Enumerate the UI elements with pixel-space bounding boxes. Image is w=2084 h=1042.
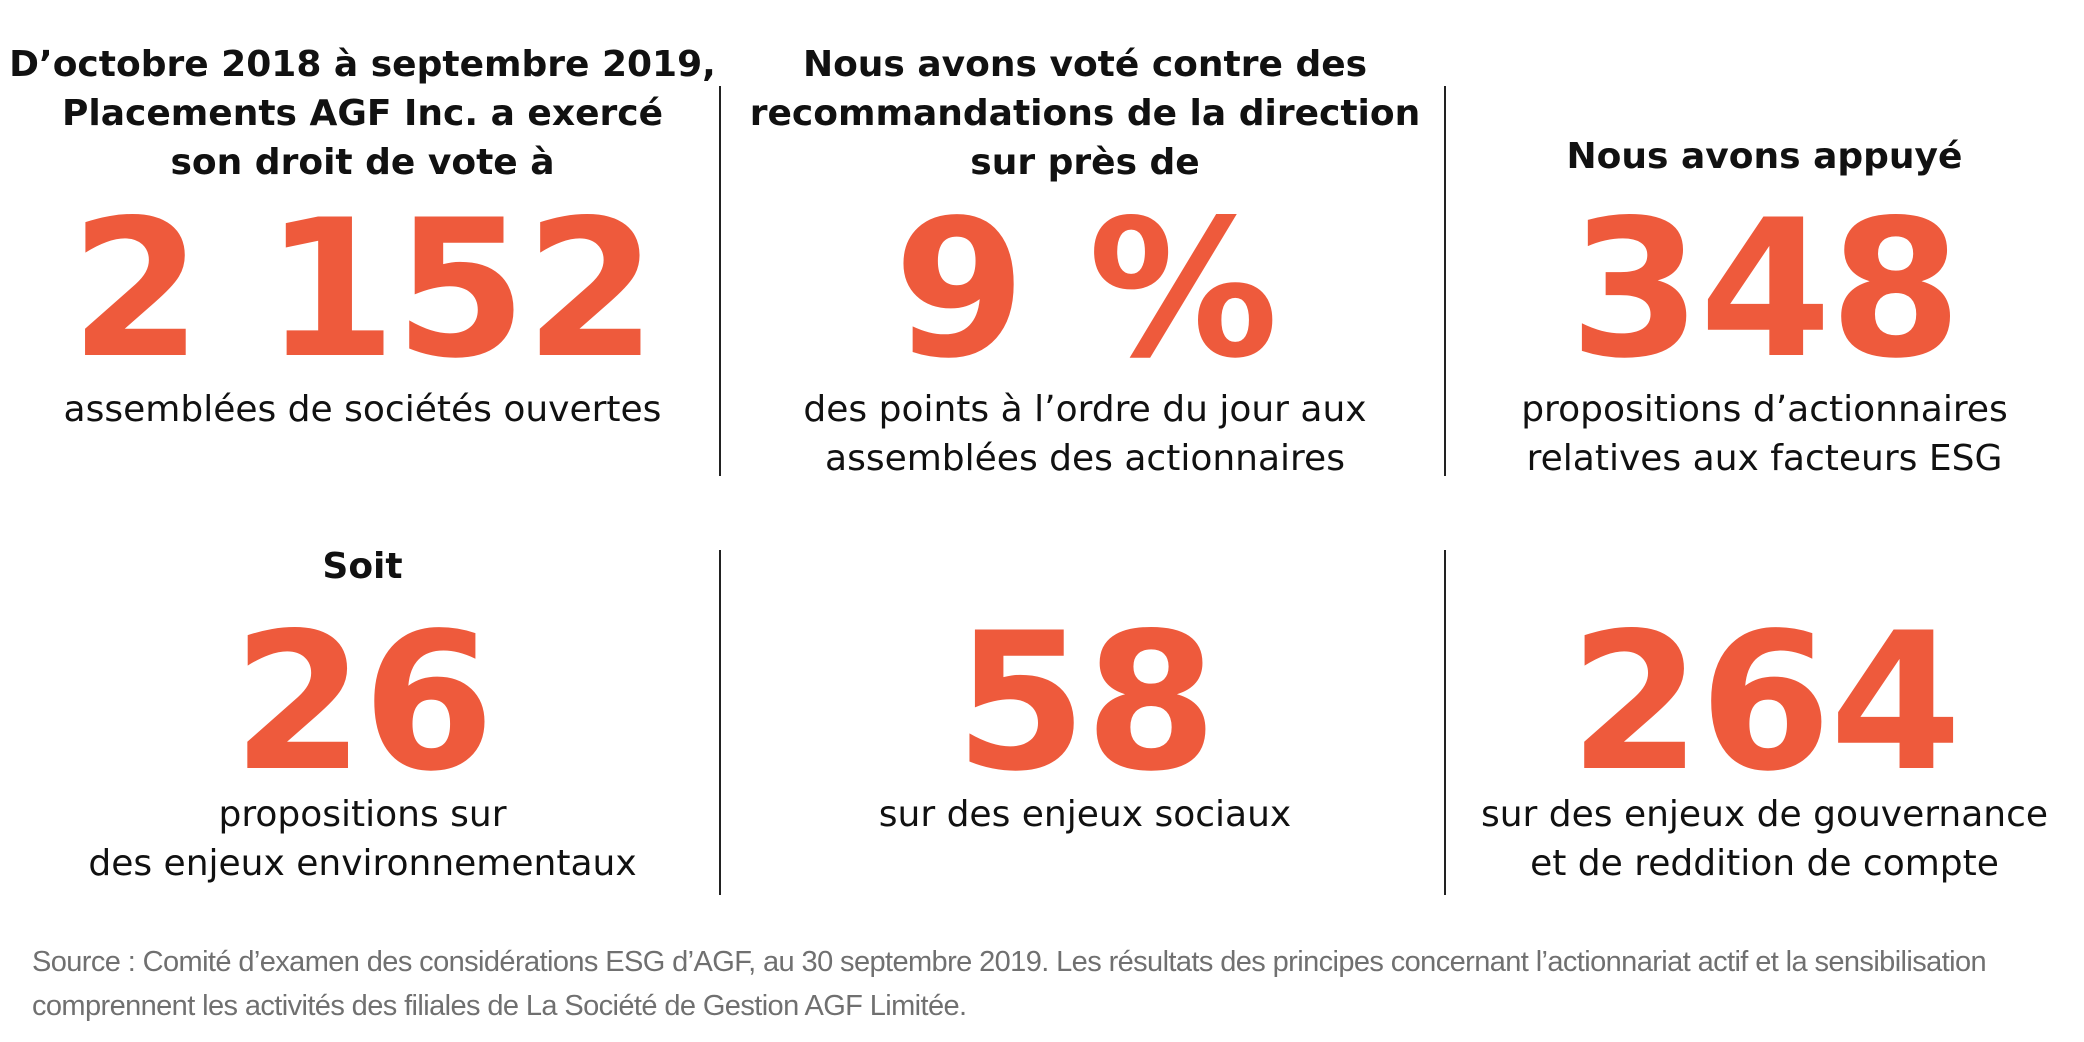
column-divider (719, 550, 721, 895)
stat-lead-text: Nous avons voté contre des recommandatio… (749, 44, 1421, 183)
stat-number: 264 (1569, 592, 1962, 813)
stat-number: 26 (232, 592, 494, 813)
stat-environmental-proposals: Soit 26 propositions sur des enjeux envi… (0, 520, 725, 920)
column-divider (719, 86, 721, 476)
stat-esg-proposals-supported: Nous avons appuyé 348 propositions d’act… (1445, 0, 2084, 480)
stat-lead-text: Nous avons appuyé (1566, 136, 1963, 177)
stat-description: sur des enjeux sociaux (878, 794, 1292, 835)
stat-description: propositions sur des enjeux environnemen… (88, 794, 637, 884)
source-footnote: Source : Comité d’examen des considérati… (32, 946, 1987, 1022)
stat-social-proposals: 58 sur des enjeux sociaux (725, 520, 1445, 920)
stat-votes-against-management: Nous avons voté contre des recommandatio… (725, 0, 1445, 480)
stat-lead-text: D’octobre 2018 à septembre 2019, Placeme… (9, 44, 716, 183)
stat-meetings-voted: D’octobre 2018 à septembre 2019, Placeme… (0, 0, 725, 480)
stat-description: des points à l’ordre du jour aux assembl… (803, 389, 1367, 479)
stats-infographic: D’octobre 2018 à septembre 2019, Placeme… (0, 0, 2084, 920)
stat-description: sur des enjeux de gouvernance et de redd… (1480, 794, 2049, 884)
stat-governance-proposals: 264 sur des enjeux de gouvernance et de … (1445, 520, 2084, 920)
column-divider (1444, 86, 1446, 476)
stat-number: 2 152 (70, 179, 657, 400)
stat-number: 58 (954, 592, 1217, 813)
stat-number: 348 (1569, 179, 1962, 400)
stat-lead-text: Soit (322, 546, 403, 587)
column-divider (1444, 550, 1446, 895)
stat-description: assemblées de sociétés ouvertes (63, 389, 662, 430)
stat-description: propositions d’actionnaires relatives au… (1521, 389, 2008, 479)
stat-number: 9 % (893, 179, 1279, 400)
